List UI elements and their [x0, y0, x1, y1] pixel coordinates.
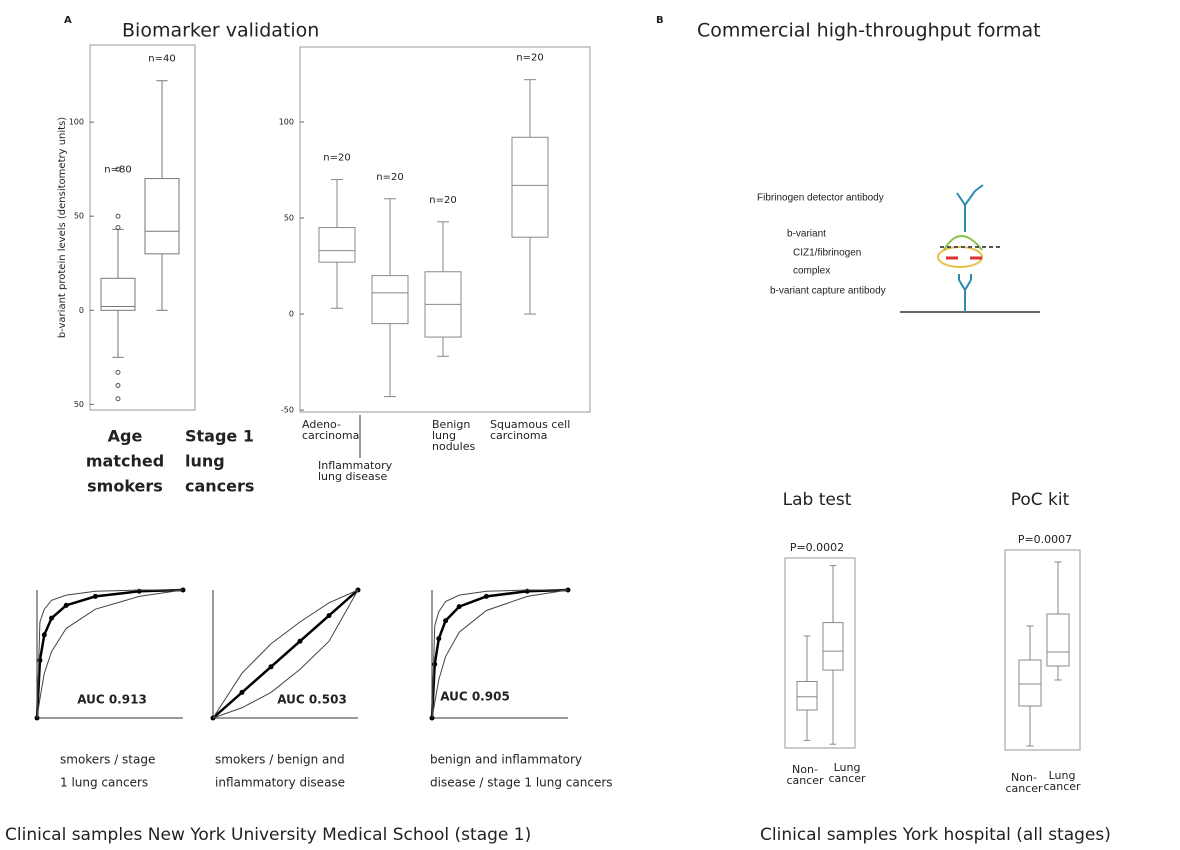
y-tick-label: 50	[74, 400, 84, 409]
n-label: n=20	[429, 195, 456, 206]
roc-caption: smokers / benign and	[215, 753, 345, 767]
category-label: cancer	[828, 772, 866, 785]
y-tick-label: -50	[281, 406, 294, 415]
caption: Clinical samples New York University Med…	[5, 825, 531, 845]
y-tick-label: 50	[284, 213, 294, 222]
category-label: Stage 1	[185, 427, 254, 446]
panel-title: Biomarker validation	[122, 20, 319, 42]
roc-point	[327, 613, 332, 618]
diagram-label: b-variant	[787, 229, 826, 240]
panel-label: B	[656, 15, 664, 26]
outlier	[116, 214, 120, 218]
roc-point	[443, 618, 448, 623]
outlier	[116, 370, 120, 374]
roc-point	[432, 662, 437, 667]
roc-caption: inflammatory disease	[215, 776, 345, 790]
outlier	[116, 384, 120, 388]
box	[101, 278, 135, 310]
roc-caption: disease / stage 1 lung cancers	[430, 776, 613, 790]
diagram-label: Fibrinogen detector antibody	[757, 193, 884, 204]
box	[797, 682, 817, 711]
category-label: cancer	[1005, 782, 1043, 795]
box	[319, 228, 355, 263]
roc-point	[269, 664, 274, 669]
category-label: lung disease	[318, 470, 387, 483]
y-tick-label: 0	[79, 306, 84, 315]
roc-point	[436, 636, 441, 641]
annotation: P=0.0007	[1018, 533, 1072, 546]
auc-label: AUC 0.913	[77, 693, 147, 707]
box	[1047, 614, 1069, 666]
roc-caption: benign and inflammatory	[430, 753, 582, 767]
category-label: matched	[86, 452, 164, 471]
category-label: nodules	[432, 440, 475, 453]
category-label: cancer	[1043, 780, 1081, 793]
n-label: n=80	[104, 164, 131, 175]
roc-point	[457, 604, 462, 609]
roc-point	[49, 616, 54, 621]
diagram-label: CIZ1/fibrinogen	[793, 248, 861, 259]
caption: Clinical samples York hospital (all stag…	[760, 825, 1111, 845]
roc-point	[93, 594, 98, 599]
figure: A Biomarker validation B Commercial high…	[0, 0, 1180, 850]
roc-point	[64, 603, 69, 608]
auc-label: AUC 0.905	[440, 690, 510, 704]
annotation: P=0.0002	[790, 541, 844, 554]
y-tick-label: 100	[69, 118, 84, 127]
y-tick-label: 0	[289, 310, 294, 319]
n-label: n=20	[516, 53, 543, 64]
roc-point	[37, 658, 42, 663]
roc-point	[240, 690, 245, 695]
n-label: n=40	[148, 54, 175, 65]
category-label: Age	[108, 427, 143, 446]
category-label: carcinoma	[302, 429, 359, 442]
diagram-label: complex	[793, 266, 830, 277]
box	[372, 276, 408, 324]
panel-title: Commercial high-throughput format	[697, 20, 1041, 42]
panel-label: A	[64, 15, 72, 26]
plot-frame	[785, 558, 855, 748]
category-label: carcinoma	[490, 429, 547, 442]
roc-point	[484, 594, 489, 599]
n-label: n=20	[376, 172, 403, 183]
y-axis-label: b-variant protein levels (densitometry u…	[57, 117, 68, 338]
auc-label: AUC 0.503	[277, 693, 347, 707]
roc-caption: 1 lung cancers	[60, 776, 148, 790]
box	[512, 137, 548, 237]
roc-point	[298, 639, 303, 644]
box	[145, 179, 179, 254]
y-tick-label: 100	[279, 117, 294, 126]
chart-title: Lab test	[783, 490, 852, 510]
n-label: n=20	[323, 153, 350, 164]
box	[823, 623, 843, 671]
category-label: cancers	[185, 477, 254, 496]
category-label: cancer	[786, 774, 824, 787]
category-label: lung	[185, 452, 225, 471]
outlier	[116, 397, 120, 401]
assay-diagram	[900, 185, 1040, 312]
roc-caption: smokers / stage	[60, 753, 155, 767]
y-tick-label: 50	[74, 212, 84, 221]
diagram-label: b-variant capture antibody	[770, 286, 886, 297]
category-label: smokers	[87, 477, 163, 496]
roc-point	[42, 632, 47, 637]
chart-title: PoC kit	[1011, 490, 1070, 510]
box	[1019, 660, 1041, 706]
